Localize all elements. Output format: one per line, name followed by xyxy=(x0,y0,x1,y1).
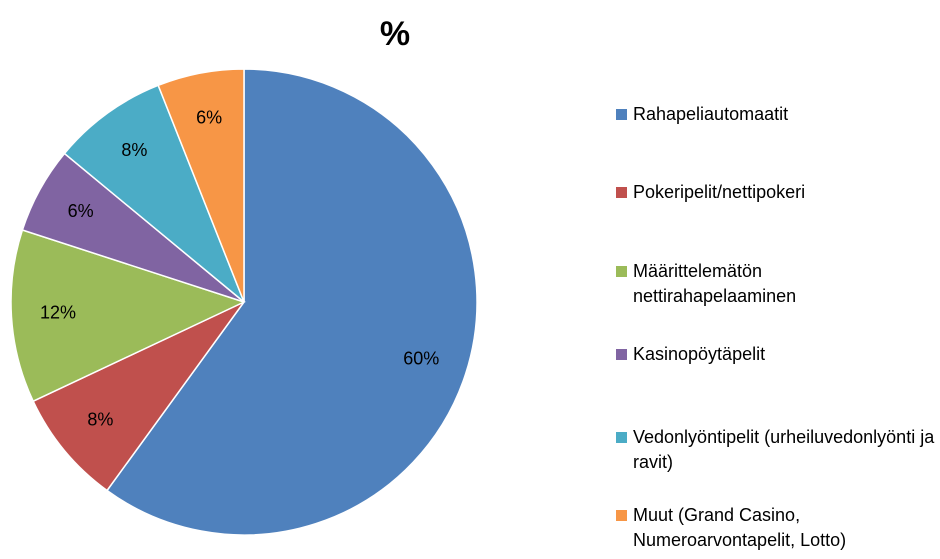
legend-item: Rahapeliautomaatit xyxy=(616,102,940,127)
legend-item: Määrittelemätön nettirahapelaaminen xyxy=(616,259,833,309)
data-label: 12% xyxy=(40,302,76,322)
data-label: 6% xyxy=(196,108,222,128)
chart-title: % xyxy=(380,15,410,53)
legend-swatch xyxy=(616,266,627,277)
legend-item: Vedonlyöntipelit (urheiluvedonlyönti ja … xyxy=(616,425,940,475)
legend-swatch xyxy=(616,349,627,360)
pie-slice xyxy=(10,229,247,403)
legend-label: Kasinopöytäpelit xyxy=(633,344,766,364)
legend-item: Muut (Grand Casino, Numeroarvontapelit, … xyxy=(616,503,940,553)
pie-slice xyxy=(63,84,245,303)
legend-item: Kasinopöytäpelit xyxy=(616,342,940,367)
legend-swatch xyxy=(616,432,627,443)
legend-label: Muut (Grand Casino, Numeroarvontapelit, … xyxy=(633,505,847,550)
data-label: 6% xyxy=(68,201,94,221)
legend-item: Pokeripelit/nettipokeri xyxy=(616,180,940,205)
legend-label: Määrittelemätön nettirahapelaaminen xyxy=(633,261,797,306)
legend-swatch xyxy=(616,109,627,120)
data-label: 8% xyxy=(87,410,113,430)
data-label: 8% xyxy=(121,140,147,160)
legend-label: Rahapeliautomaatit xyxy=(633,104,789,124)
legend-label: Vedonlyöntipelit (urheiluvedonlyönti ja … xyxy=(633,427,935,472)
legend-swatch xyxy=(616,510,627,521)
legend-label: Pokeripelit/nettipokeri xyxy=(633,182,806,202)
data-label: 60% xyxy=(403,348,439,368)
pie-slice xyxy=(157,68,245,303)
legend-swatch xyxy=(616,187,627,198)
pie-slice xyxy=(32,301,245,492)
pie-slice xyxy=(105,68,478,536)
